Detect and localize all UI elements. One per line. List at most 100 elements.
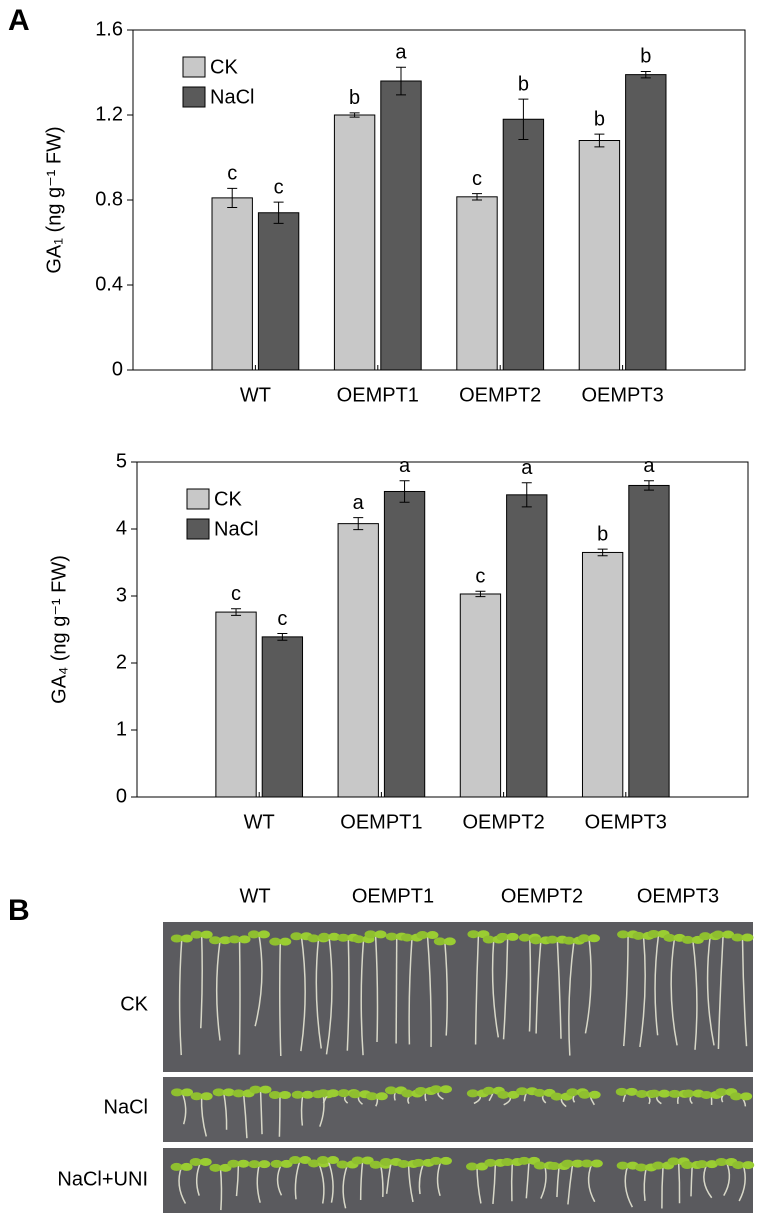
seedling-root [492, 1162, 497, 1205]
seedling-leaf [546, 935, 559, 944]
seedling-root [556, 1165, 560, 1198]
x-tick-label: WT [244, 811, 275, 833]
seedling-leaf [731, 933, 744, 942]
seedling-root [661, 1165, 664, 1209]
seedling-leaf [652, 1161, 665, 1170]
seedling-leaf [327, 1156, 340, 1165]
seedling-root [502, 936, 509, 1040]
seedling-leaf [571, 1159, 584, 1168]
seedling-leaf [290, 932, 303, 941]
error-bar [472, 193, 483, 201]
seedling-root [556, 939, 562, 1039]
seedling-leaf [482, 935, 495, 944]
seedling-root [374, 934, 379, 1043]
seedling-root [327, 1159, 334, 1203]
seedling-leaf [681, 935, 694, 944]
seedling-root [300, 1094, 304, 1126]
seedling-leaf [352, 935, 365, 944]
seedling-leaf [212, 1088, 225, 1097]
x-tick-label: OEMPT3 [581, 384, 663, 406]
photo-row-label: NaCl+UNI [57, 1168, 148, 1190]
seedling-leaf [465, 1162, 478, 1171]
seedling-leaf [278, 1091, 291, 1100]
seedling-leaf [482, 1086, 495, 1095]
photo-column-label: OEMPT3 [637, 885, 719, 907]
seedling-root [178, 1166, 187, 1204]
seedling-root [567, 1163, 574, 1205]
error-bar [277, 633, 288, 641]
legend-swatch [186, 488, 210, 510]
seedling-leaf [715, 1157, 728, 1166]
legend-label: NaCl [214, 518, 258, 540]
seedling-root [474, 934, 480, 1045]
bar [380, 80, 422, 371]
seedling-leaf [238, 935, 251, 944]
bar [383, 490, 426, 798]
seedling-leaf [401, 1089, 414, 1098]
seedling-leaf [190, 1092, 203, 1101]
significance-letter: c [472, 168, 482, 190]
seedling-leaf [375, 1092, 388, 1101]
seedling-leaf [380, 1157, 393, 1166]
seedling-leaf [222, 1088, 235, 1097]
seedling-root [444, 941, 448, 1036]
seedling-leaf [506, 932, 519, 941]
seedling-leaf [200, 930, 213, 939]
seedling-leaf [647, 930, 660, 939]
seedling-leaf [501, 1158, 514, 1167]
seedling-root [342, 1164, 349, 1209]
seedling-leaf [722, 930, 735, 939]
x-tick-label: OEMPT2 [462, 811, 544, 833]
seedling-root [741, 937, 748, 1047]
seedling-leaf [209, 936, 222, 945]
seedling-root [568, 940, 575, 1056]
bar [581, 551, 624, 798]
seedling-leaf [247, 930, 260, 939]
seedling-leaf [180, 934, 193, 943]
bar [578, 140, 621, 371]
seedling-leaf [533, 1161, 546, 1170]
seedling-root [540, 1165, 547, 1199]
bar [456, 196, 498, 371]
seedling-root [360, 939, 365, 1056]
seedling-leaf [635, 1089, 648, 1098]
seedling-leaf [516, 1087, 529, 1096]
photo-row [163, 1148, 753, 1213]
seedling-leaf [384, 1086, 397, 1095]
seedling-leaf [385, 932, 398, 941]
x-tick-label: OEMPT1 [337, 384, 419, 406]
y-tick-label: 0 [116, 785, 127, 807]
seedling-root [385, 1161, 392, 1194]
seedling-root [690, 1164, 693, 1197]
seedling-leaf [632, 931, 645, 940]
seedling-leaf [730, 1092, 743, 1101]
seedling-leaf [700, 1090, 713, 1099]
seedling-leaf [291, 1090, 304, 1099]
seedling-leaf [715, 1088, 728, 1097]
photo-column-label: OEMPT1 [352, 885, 434, 907]
seedling-leaf [529, 936, 542, 945]
seedling-leaf [550, 1092, 563, 1101]
seedling-leaf [496, 932, 509, 941]
significance-letter: a [521, 457, 533, 479]
seedling-root [624, 1165, 634, 1208]
seedling-root [259, 1089, 263, 1135]
seedling-leaf [518, 1156, 531, 1165]
seedling-root [379, 1164, 384, 1197]
error-bar [353, 517, 364, 531]
panel-label: B [8, 894, 30, 927]
seedling-leaf [328, 932, 341, 941]
seedling-leaf [466, 1089, 479, 1098]
error-bar [597, 548, 608, 557]
seedling-root [476, 1166, 482, 1204]
x-tick-label: OEMPT2 [459, 384, 541, 406]
seedling-leaf [563, 936, 576, 945]
seedling-leaf [699, 932, 712, 941]
seedling-root [278, 1095, 281, 1137]
seedling-leaf [439, 1085, 452, 1094]
seedling-root [670, 937, 678, 1046]
seedling-root [359, 1160, 364, 1200]
seedling-leaf [200, 1092, 213, 1101]
seedling-leaf [199, 1157, 212, 1166]
seedling-leaf [414, 1087, 427, 1096]
